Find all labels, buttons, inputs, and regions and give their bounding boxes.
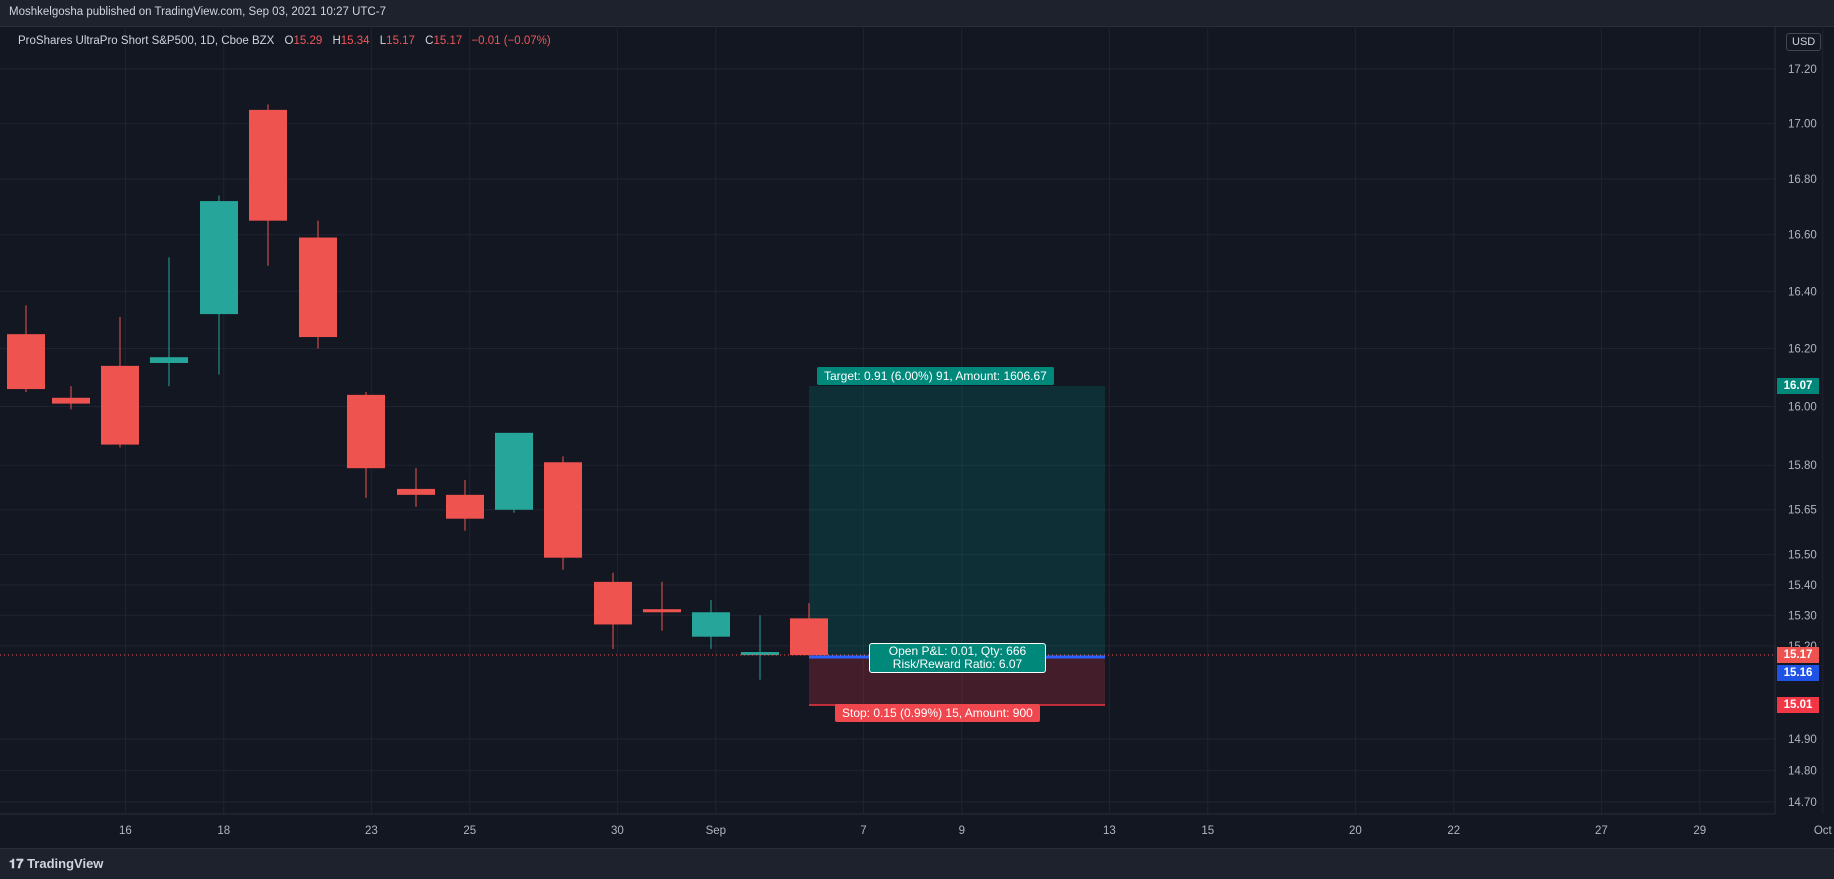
price-tick-label: 17.00 [1788, 119, 1817, 131]
time-tick-label: 27 [1595, 825, 1608, 837]
candle [741, 615, 779, 680]
time-tick-label: 13 [1103, 825, 1116, 837]
candle [495, 432, 533, 513]
candle [594, 572, 632, 649]
price-tick-label: 14.70 [1788, 797, 1817, 809]
position-stop-label[interactable]: Stop: 0.15 (0.99%) 15, Amount: 900 [835, 704, 1040, 722]
open-value: 15.29 [293, 35, 323, 47]
high-value: 15.34 [340, 35, 370, 47]
stop-price-tag: 15.01 [1777, 697, 1819, 713]
symbol-name: ProShares UltraPro Short S&P500, 1D, Cbo… [18, 35, 275, 47]
candle-body [347, 394, 385, 469]
candle-body [741, 652, 779, 656]
candle [200, 195, 238, 375]
target-price-tag: 16.07 [1777, 378, 1819, 394]
low-label: L [379, 35, 387, 47]
candle-body [397, 488, 435, 495]
position-target-label[interactable]: Target: 0.91 (6.00%) 91, Amount: 1606.67 [817, 367, 1054, 385]
symbol-legend: ProShares UltraPro Short S&P500, 1D, Cbo… [18, 35, 551, 47]
price-tick-label: 17.20 [1788, 64, 1817, 76]
price-tick-label: 16.40 [1788, 286, 1817, 298]
brand-name: TradingView [27, 856, 104, 871]
candle-body [594, 581, 632, 625]
price-tick-label: 15.50 [1788, 550, 1817, 562]
open-label: O [284, 35, 294, 47]
candle [544, 456, 582, 570]
price-tick-label: 15.40 [1788, 580, 1817, 592]
price-tick-label: 16.80 [1788, 174, 1817, 186]
candle [299, 220, 337, 349]
close-label: C [425, 35, 434, 47]
candle-body [446, 494, 484, 519]
price-chart[interactable]: 17.20 17.00 16.80 16.60 16.40 16.20 16.00 15.80… [0, 26, 1834, 848]
candle-body [495, 432, 533, 510]
time-tick-label: Sep [706, 825, 726, 837]
price-axis: 17.20 17.00 16.80 16.60 16.40 16.20 16.00 15.80… [1788, 64, 1817, 809]
time-tick-label: 7 [860, 825, 866, 837]
low-value: 15.17 [386, 35, 415, 47]
price-tick-label: 16.60 [1788, 230, 1817, 242]
candle-body [101, 365, 139, 445]
entry-price-tag: 15.16 [1777, 665, 1819, 681]
candle-body [544, 462, 582, 558]
price-tick-label: 15.80 [1788, 460, 1817, 472]
candle-body [643, 609, 681, 613]
publish-header-bar: Moshkelgosha published on TradingView.co… [0, 0, 1834, 27]
time-tick-label: 30 [611, 825, 624, 837]
candle [347, 391, 385, 498]
time-tick-label: 25 [463, 825, 476, 837]
candle-body [299, 237, 337, 338]
candle-body [790, 618, 828, 656]
candle [643, 581, 681, 631]
candle [150, 257, 188, 387]
candle [446, 480, 484, 531]
candle [692, 600, 730, 649]
price-tick-label: 14.80 [1788, 765, 1817, 777]
target-zone [809, 386, 1105, 657]
price-tick-label: 15.65 [1788, 505, 1817, 517]
candle-body [52, 397, 90, 404]
price-tick-label: 16.20 [1788, 344, 1817, 356]
pnl-line: Open P&L: 0.01, Qty: 666 [888, 644, 1027, 658]
time-tick-label: 15 [1201, 825, 1214, 837]
candle [790, 603, 828, 656]
time-tick-label: 20 [1349, 825, 1362, 837]
candle [7, 305, 45, 392]
close-value: 15.17 [433, 35, 463, 47]
candle-body [692, 612, 730, 637]
time-tick-label: 22 [1447, 825, 1460, 837]
time-tick-label: 16 [119, 825, 132, 837]
candle-body [150, 357, 188, 363]
last-price-tag: 15.17 [1777, 647, 1819, 663]
candle [249, 104, 287, 266]
currency-button[interactable]: USD [1786, 33, 1822, 51]
footer-bar: 𝟏𝟕 TradingView [0, 848, 1834, 879]
candle [101, 316, 139, 448]
price-tick-label: 14.90 [1788, 734, 1817, 746]
price-tick-label: 16.00 [1788, 402, 1817, 414]
position-pnl-box[interactable]: Open P&L: 0.01, Qty: 666 Risk/Reward Rat… [869, 643, 1046, 673]
tv-logo-icon: 𝟏𝟕 [9, 856, 28, 871]
candle [52, 386, 90, 410]
time-tick-label: Oct [1814, 825, 1833, 837]
high-label: H [332, 35, 341, 47]
candle [397, 468, 435, 507]
candle-body [200, 201, 238, 315]
candle-body [7, 334, 45, 390]
price-tick-label: 15.30 [1788, 610, 1817, 622]
risk-reward-line: Risk/Reward Ratio: 6.07 [892, 657, 1023, 671]
tradingview-logo[interactable]: 𝟏𝟕 TradingView [9, 856, 103, 872]
time-tick-label: 9 [959, 825, 965, 837]
time-tick-label: 29 [1693, 825, 1706, 837]
time-tick-label: 23 [365, 825, 378, 837]
publish-info: Moshkelgosha published on TradingView.co… [9, 6, 386, 18]
time-tick-label: 18 [217, 825, 230, 837]
change-value: −0.01 (−0.07%) [471, 35, 551, 47]
time-axis: 16 18 23 25 30 Sep 7 9 13 15 20 22 27 29 Oct [119, 825, 1833, 837]
candle-body [249, 109, 287, 221]
candles [7, 104, 828, 680]
